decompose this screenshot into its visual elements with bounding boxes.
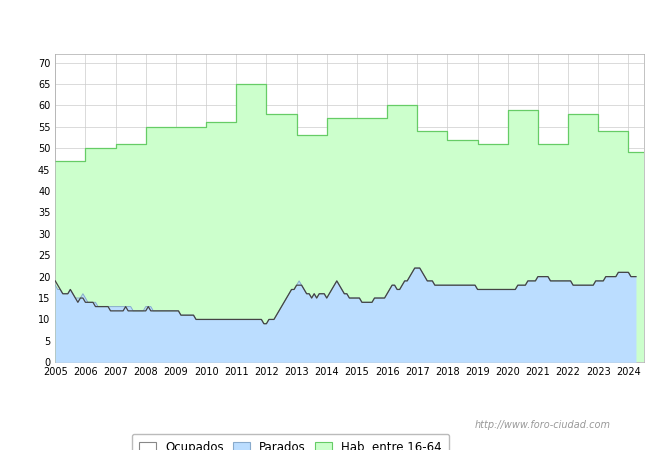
- Legend: Ocupados, Parados, Hab. entre 16-64: Ocupados, Parados, Hab. entre 16-64: [132, 434, 449, 450]
- Text: Orés - Evolucion de la poblacion en edad de Trabajar Mayo de 2024: Orés - Evolucion de la poblacion en edad…: [90, 17, 560, 32]
- Text: http://www.foro-ciudad.com: http://www.foro-ciudad.com: [474, 420, 610, 430]
